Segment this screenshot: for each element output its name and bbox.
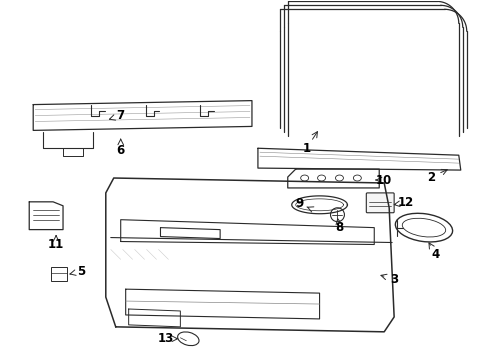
Text: 8: 8 [335,221,343,234]
Text: 7: 7 [117,109,124,122]
Text: 5: 5 [77,265,85,278]
Text: 2: 2 [426,171,434,184]
FancyBboxPatch shape [366,193,393,213]
Text: 1: 1 [302,142,310,155]
Text: 3: 3 [389,273,397,286]
Bar [51,267,67,281]
Text: 9: 9 [295,197,303,210]
Text: 13: 13 [157,332,173,345]
Text: 6: 6 [116,144,124,157]
Text: 10: 10 [375,174,391,186]
Text: 12: 12 [397,196,413,209]
Text: 11: 11 [48,238,64,251]
Text: 4: 4 [431,248,439,261]
